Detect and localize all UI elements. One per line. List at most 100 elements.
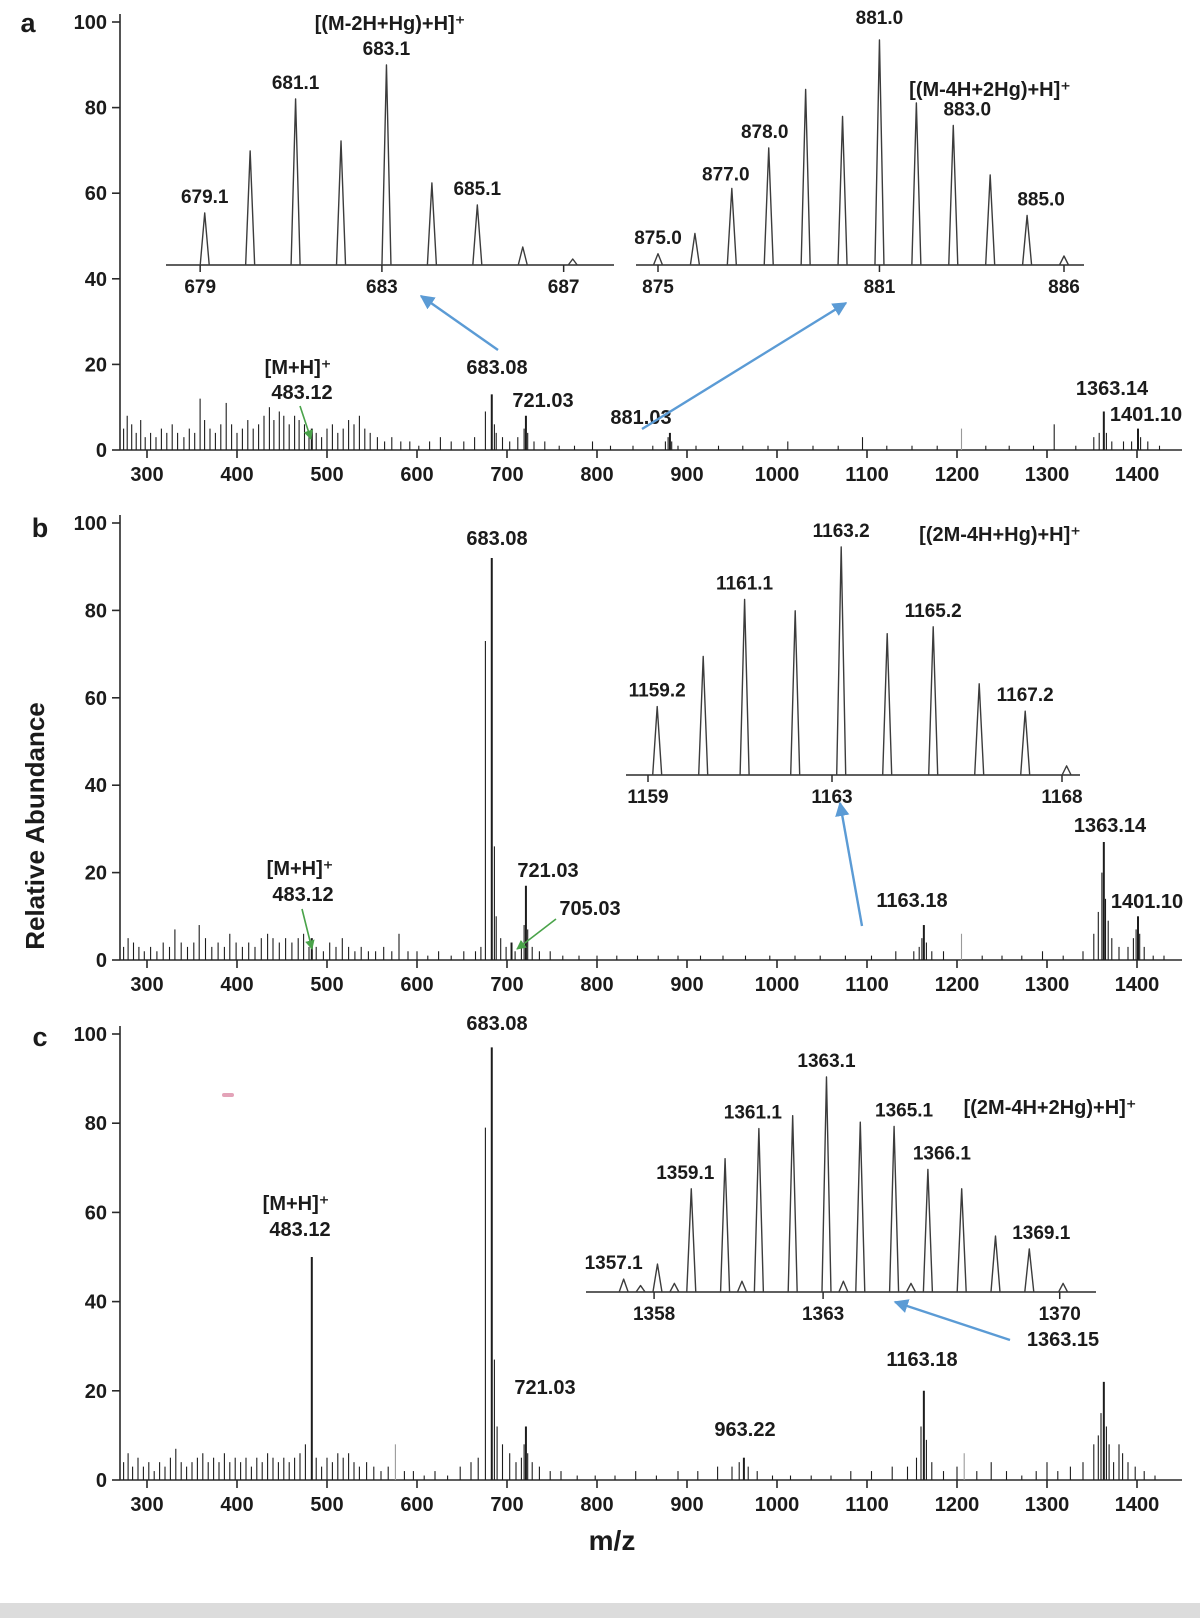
- svg-text:40: 40: [85, 269, 107, 291]
- svg-text:1000: 1000: [755, 1494, 800, 1516]
- svg-text:1358: 1358: [633, 1304, 675, 1325]
- svg-text:900: 900: [670, 1494, 703, 1516]
- svg-text:[(2M-4H+Hg)+H]⁺: [(2M-4H+Hg)+H]⁺: [919, 524, 1081, 546]
- svg-text:1401.10: 1401.10: [1110, 404, 1182, 426]
- svg-text:[(2M-4H+2Hg)+H]⁺: [(2M-4H+2Hg)+H]⁺: [964, 1097, 1137, 1119]
- svg-text:1366.1: 1366.1: [913, 1143, 972, 1164]
- svg-text:100: 100: [74, 513, 107, 535]
- spectrum-panel-b: 0 20 40 60 80 100 300 400 500 600 700 800 900 1000 110…: [0, 505, 1200, 1010]
- svg-text:1400: 1400: [1115, 974, 1160, 996]
- svg-text:679.1: 679.1: [181, 187, 229, 208]
- svg-text:1357.1: 1357.1: [585, 1253, 644, 1274]
- svg-text:1370: 1370: [1039, 1304, 1081, 1325]
- bottom-strip: [0, 1603, 1200, 1618]
- svg-text:881.03: 881.03: [610, 407, 671, 429]
- svg-text:881.0: 881.0: [856, 8, 904, 29]
- svg-text:c: c: [32, 1022, 47, 1052]
- svg-text:1369.1: 1369.1: [1012, 1223, 1071, 1244]
- svg-text:1163.2: 1163.2: [813, 521, 870, 542]
- svg-text:20: 20: [85, 354, 107, 376]
- svg-text:875.0: 875.0: [634, 228, 682, 249]
- svg-text:1100: 1100: [845, 974, 888, 996]
- svg-text:1363.1: 1363.1: [797, 1051, 856, 1072]
- svg-text:700: 700: [490, 1494, 523, 1516]
- svg-text:1000: 1000: [755, 974, 800, 996]
- spectrum-svg-a: 0 20 40 60 80 100 300 400 500 600 700 800 900 1000 110…: [20, 8, 1182, 486]
- spectrum-svg-b: 0 20 40 60 80 100 300 400 500 600 700 800 900 1000 110…: [32, 513, 1183, 996]
- svg-text:100: 100: [74, 1024, 107, 1046]
- svg-text:1400: 1400: [1115, 464, 1160, 486]
- svg-text:[M+H]⁺: [M+H]⁺: [267, 858, 334, 880]
- svg-text:1300: 1300: [1025, 464, 1070, 486]
- svg-text:679: 679: [184, 277, 216, 298]
- svg-text:1400: 1400: [1115, 1494, 1160, 1516]
- svg-text:500: 500: [310, 1494, 343, 1516]
- svg-text:721.03: 721.03: [512, 390, 573, 412]
- svg-text:1100: 1100: [845, 464, 888, 486]
- svg-text:1401.10: 1401.10: [1111, 891, 1183, 913]
- svg-text:60: 60: [85, 183, 107, 205]
- svg-text:683.08: 683.08: [466, 357, 527, 379]
- svg-text:881: 881: [864, 277, 896, 298]
- svg-text:80: 80: [85, 98, 107, 120]
- svg-text:900: 900: [670, 974, 703, 996]
- svg-text:483.12: 483.12: [271, 382, 332, 404]
- svg-text:300: 300: [130, 974, 163, 996]
- spectrum-svg-c: 0 20 40 60 80 100 300 400 500 600 700 800 900 1000 110…: [32, 1013, 1182, 1556]
- svg-text:878.0: 878.0: [741, 122, 789, 143]
- svg-text:600: 600: [400, 974, 433, 996]
- svg-text:1167.2: 1167.2: [997, 685, 1054, 706]
- svg-text:40: 40: [85, 1292, 107, 1314]
- svg-text:800: 800: [580, 974, 613, 996]
- svg-text:683.08: 683.08: [466, 528, 527, 550]
- svg-text:[(M-2H+Hg)+H]⁺: [(M-2H+Hg)+H]⁺: [315, 13, 466, 35]
- svg-text:600: 600: [400, 464, 433, 486]
- svg-text:1359.1: 1359.1: [656, 1163, 715, 1184]
- svg-text:400: 400: [220, 1494, 253, 1516]
- svg-text:1000: 1000: [755, 464, 800, 486]
- svg-text:20: 20: [85, 1381, 107, 1403]
- svg-text:600: 600: [400, 1494, 433, 1516]
- svg-text:500: 500: [310, 464, 343, 486]
- svg-text:0: 0: [96, 950, 107, 972]
- svg-text:705.03: 705.03: [559, 898, 620, 920]
- svg-text:[(M-4H+2Hg)+H]⁺: [(M-4H+2Hg)+H]⁺: [909, 79, 1071, 101]
- svg-text:1363.14: 1363.14: [1074, 815, 1147, 837]
- svg-text:875: 875: [642, 277, 674, 298]
- svg-text:1200: 1200: [935, 464, 980, 486]
- svg-text:1363.15: 1363.15: [1027, 1329, 1099, 1351]
- svg-text:900: 900: [670, 464, 703, 486]
- svg-text:b: b: [32, 513, 49, 543]
- svg-text:1161.1: 1161.1: [716, 573, 773, 594]
- svg-text:1363: 1363: [802, 1304, 844, 1325]
- svg-text:1165.2: 1165.2: [905, 601, 962, 622]
- svg-text:300: 300: [130, 464, 163, 486]
- spectrum-panel-a: 0 20 40 60 80 100 300 400 500 600 700 800 900 1000 110…: [0, 0, 1200, 505]
- svg-text:683: 683: [366, 277, 398, 298]
- svg-text:0: 0: [96, 440, 107, 462]
- svg-text:400: 400: [220, 974, 253, 996]
- svg-text:963.22: 963.22: [714, 1419, 775, 1441]
- svg-text:m/z: m/z: [589, 1525, 636, 1556]
- svg-text:800: 800: [580, 464, 613, 486]
- svg-text:1163.18: 1163.18: [876, 890, 947, 912]
- svg-text:685.1: 685.1: [454, 179, 502, 200]
- svg-text:883.0: 883.0: [943, 100, 991, 121]
- svg-text:683.1: 683.1: [363, 39, 411, 60]
- svg-text:1361.1: 1361.1: [724, 1103, 783, 1124]
- svg-text:1200: 1200: [935, 974, 980, 996]
- svg-text:1163.18: 1163.18: [886, 1349, 957, 1371]
- svg-text:483.12: 483.12: [272, 884, 333, 906]
- svg-text:1300: 1300: [1025, 974, 1070, 996]
- svg-text:[M+H]⁺: [M+H]⁺: [263, 1193, 330, 1215]
- svg-text:687: 687: [548, 277, 580, 298]
- svg-text:[M+H]⁺: [M+H]⁺: [265, 357, 332, 379]
- svg-text:a: a: [20, 8, 36, 38]
- spectrum-panel-c: 0 20 40 60 80 100 300 400 500 600 700 800 900 1000 110…: [0, 1010, 1200, 1618]
- svg-text:300: 300: [130, 1494, 163, 1516]
- svg-text:1159.2: 1159.2: [629, 681, 686, 702]
- svg-text:1365.1: 1365.1: [875, 1100, 934, 1121]
- stray-pink-mark: [222, 1093, 234, 1097]
- svg-text:40: 40: [85, 775, 107, 797]
